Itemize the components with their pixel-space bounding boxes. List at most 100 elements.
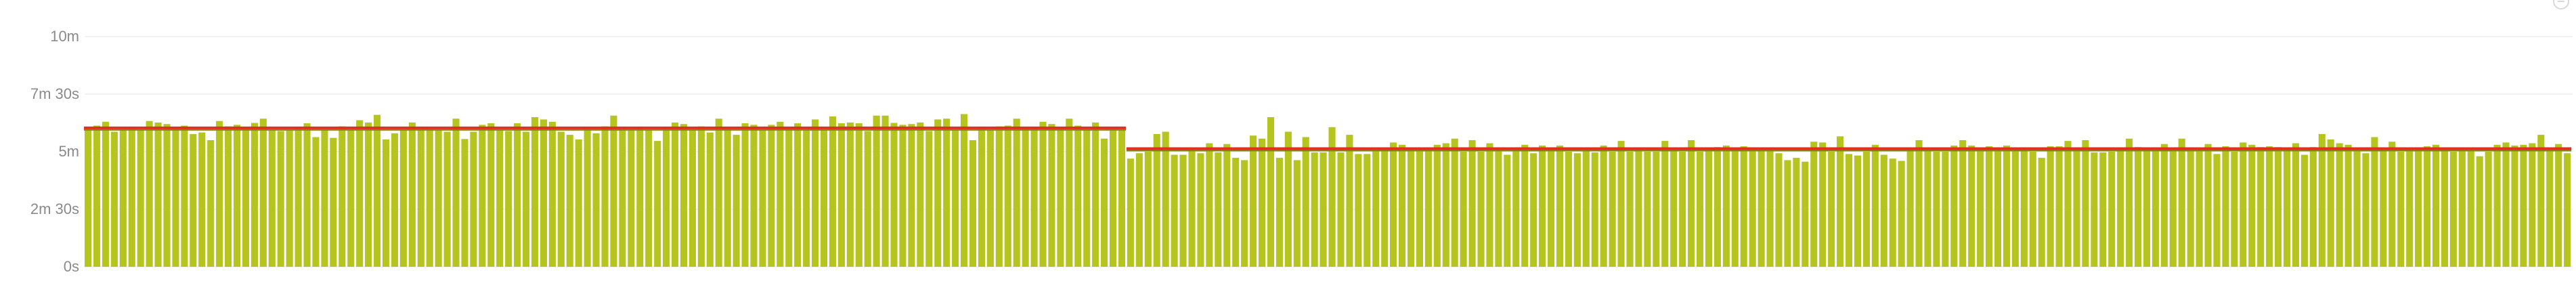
bar [759, 130, 766, 267]
bar [1206, 143, 1213, 267]
bar [321, 129, 328, 267]
bar [198, 132, 206, 267]
bar [1381, 150, 1389, 267]
bar [2300, 154, 2308, 267]
bar [540, 119, 547, 267]
bar [505, 131, 512, 267]
bar [2117, 150, 2124, 267]
bar [1495, 150, 1502, 267]
bar [601, 126, 609, 267]
bar [1250, 135, 1257, 267]
bar [2327, 139, 2334, 267]
bar [1416, 150, 1423, 267]
bar [1731, 150, 1739, 267]
bar [1275, 158, 1283, 267]
bar [1048, 124, 1055, 267]
bar [1556, 145, 1564, 267]
bar [2353, 149, 2361, 267]
bar [1810, 142, 1818, 267]
bar [426, 127, 433, 267]
bar [487, 123, 495, 267]
bar [548, 121, 556, 267]
bar [1871, 144, 1879, 267]
bar [1066, 118, 1073, 267]
bar [1977, 149, 1984, 267]
bar [1713, 147, 1721, 267]
bar [2362, 153, 2370, 267]
bar [286, 130, 293, 267]
bar [259, 118, 267, 267]
bar [461, 139, 468, 267]
bar [1223, 144, 1231, 267]
bar [1197, 153, 1204, 267]
bar [1600, 145, 1607, 267]
bar [2529, 143, 2536, 267]
bar [1722, 145, 1730, 267]
bar [1293, 160, 1301, 267]
bar [654, 141, 661, 267]
bar [2082, 140, 2089, 267]
bar [268, 130, 276, 267]
bar [1127, 158, 1134, 267]
bar [925, 131, 933, 267]
bar [1460, 152, 1467, 267]
bar [2020, 150, 2028, 267]
bar [2064, 141, 2072, 267]
bar [154, 122, 162, 267]
bar [2160, 144, 2168, 267]
bar [339, 126, 346, 267]
bar [1679, 152, 1686, 267]
bars [85, 114, 2571, 267]
bar [1548, 150, 1555, 267]
bar [961, 114, 968, 267]
bar [715, 118, 722, 267]
bar [2275, 147, 2282, 267]
bar [1399, 144, 1406, 267]
bar [1959, 140, 1967, 267]
bar [1539, 145, 1546, 267]
bar [417, 127, 424, 267]
bar [277, 131, 284, 267]
bar [2029, 152, 2036, 267]
bar [2458, 150, 2466, 267]
y-axis-ticks: 0s 2m 30s 5m 7m 30s 10m [30, 28, 79, 275]
bar [514, 123, 521, 267]
bar [1390, 142, 1397, 267]
bar [855, 123, 863, 267]
bar [943, 118, 951, 267]
bar [225, 126, 232, 267]
bar [181, 125, 188, 267]
bar [119, 127, 127, 267]
bar [2449, 152, 2457, 267]
bar [1758, 149, 1765, 267]
bar [890, 123, 898, 267]
bar [250, 123, 258, 267]
bar [1617, 141, 1625, 267]
bar [1433, 144, 1441, 267]
bar [303, 123, 311, 267]
bar [1784, 160, 1791, 267]
bar [689, 129, 696, 267]
bar [1241, 160, 1248, 267]
bar [1057, 127, 1064, 267]
bar [1363, 154, 1371, 267]
bar [1407, 150, 1415, 267]
bar [294, 129, 302, 267]
bar [1644, 152, 1651, 267]
bar [1074, 125, 1082, 267]
bar [1582, 150, 1590, 267]
bar [969, 140, 977, 267]
bar [899, 125, 907, 267]
bar [768, 125, 775, 267]
bar [575, 139, 582, 267]
bar [1749, 148, 1756, 267]
bar [2047, 146, 2054, 267]
bar [102, 121, 109, 267]
bar [1083, 129, 1091, 267]
bar [2344, 144, 2352, 267]
bar [2318, 133, 2326, 267]
bar [1110, 129, 1117, 267]
bar [1355, 154, 1362, 267]
bar [2248, 144, 2256, 267]
bar [1188, 150, 1196, 267]
